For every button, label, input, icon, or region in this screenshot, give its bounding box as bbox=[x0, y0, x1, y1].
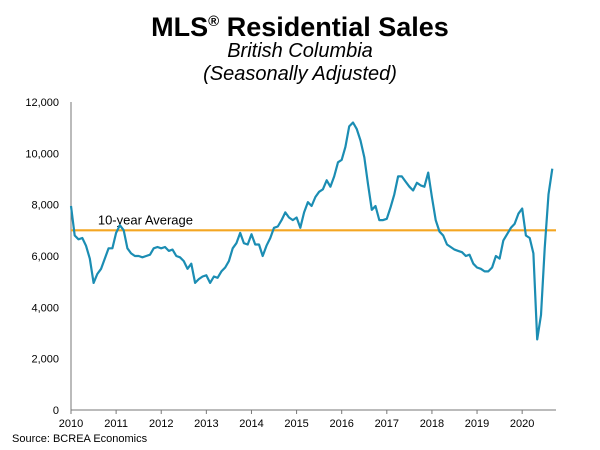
y-tick-label: 6,000 bbox=[31, 251, 59, 263]
x-tick-label: 2010 bbox=[59, 418, 83, 430]
x-tick-label: 2015 bbox=[284, 418, 308, 430]
x-tick-label: 2020 bbox=[510, 418, 534, 430]
x-tick-label: 2013 bbox=[194, 418, 218, 430]
chart-title: MLS® Residential Sales bbox=[151, 12, 449, 42]
x-tick-label: 2019 bbox=[465, 418, 489, 430]
y-axis-ticks: 0 2,000 4,000 6,000 8,000 10,000 12,000 bbox=[25, 97, 59, 417]
y-tick-label: 10,000 bbox=[25, 148, 59, 160]
chart-subtitle: British Columbia bbox=[227, 40, 373, 62]
y-tick-label: 8,000 bbox=[31, 200, 59, 212]
y-tick-label: 2,000 bbox=[31, 354, 59, 366]
x-tick-label: 2012 bbox=[149, 418, 173, 430]
x-tick-label: 2011 bbox=[104, 418, 128, 430]
residential-sales-line bbox=[69, 121, 554, 341]
x-axis-ticks: 2010 2011 2012 2013 2014 2015 2016 2017 2018 2019… bbox=[59, 410, 534, 430]
x-tick-label: 2016 bbox=[329, 418, 353, 430]
x-tick-label: 2017 bbox=[375, 418, 399, 430]
x-tick-label: 2014 bbox=[239, 418, 263, 430]
y-tick-label: 12,000 bbox=[25, 97, 59, 109]
chart-subtitle-2: (Seasonally Adjusted) bbox=[203, 63, 397, 85]
x-tick-label: 2018 bbox=[420, 418, 444, 430]
y-tick-label: 0 bbox=[53, 405, 59, 417]
y-tick-label: 4,000 bbox=[31, 302, 59, 314]
ten-year-average-label: 10-year Average bbox=[98, 212, 193, 227]
source-note: Source: BCREA Economics bbox=[12, 433, 148, 445]
